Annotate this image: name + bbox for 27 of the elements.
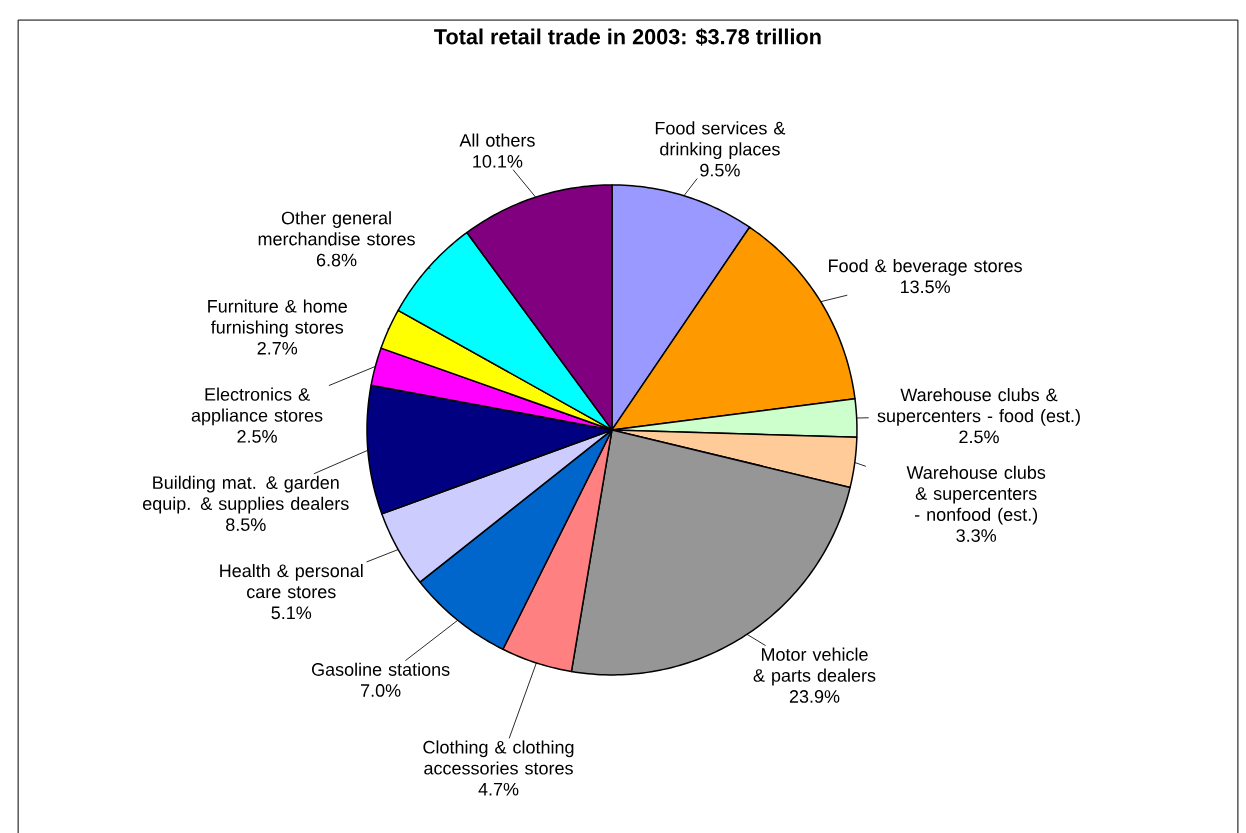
slice-label: Building mat. & garden equip. & supplies dealers: [142, 475, 349, 514]
data-label: 8.5%: [226, 518, 266, 532]
slice-label: Clothing & clothing accessories stores: [423, 740, 574, 775]
slice-label: Gasoline stations: [312, 662, 450, 676]
data-label: 4.7%: [478, 782, 519, 796]
slice-label: Other general merchandise stores: [258, 211, 415, 246]
slice-label: Electronics & appliance stores: [191, 387, 323, 426]
data-label: 6.8%: [316, 253, 357, 267]
data-label: 7.0%: [361, 684, 401, 697]
legend-label: Furniture & home furnishing stores: [208, 299, 347, 338]
chart-title: Total retail trade in 2003: $3.78 trillion: [434, 28, 821, 46]
data-label: 13.5%: [900, 280, 950, 294]
slice-label: All others: [459, 133, 535, 147]
data-label: 2.5%: [959, 430, 999, 444]
slice-label: Food & beverage stores: [829, 259, 1022, 276]
slice-label: Health & personal care stores: [220, 564, 363, 599]
data-label: 10.1%: [473, 155, 523, 168]
data-label: 9.5%: [700, 163, 740, 177]
slice-label: Warehouse clubs & supercenters - nonfood (est.): [906, 465, 1046, 525]
slice-label: Motor vehicle & parts dealers: [753, 647, 876, 686]
data-label: 3.3%: [956, 529, 997, 542]
data-label: 5.1%: [271, 606, 312, 620]
slice-label: Warehouse clubs & supercenters - food (est.): [877, 388, 1080, 426]
data-label: 2.5%: [237, 430, 277, 443]
data-label: 2.7%: [257, 341, 298, 355]
slice-label: Food services & drinking places: [655, 121, 786, 160]
data-label: 23.9%: [789, 690, 840, 703]
